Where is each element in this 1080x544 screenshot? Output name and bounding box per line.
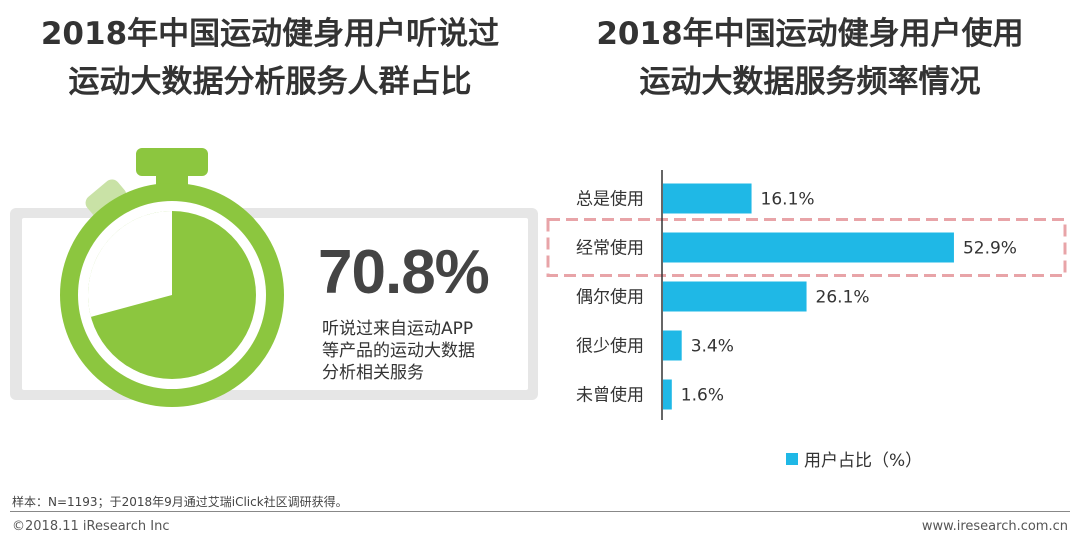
right-title-line-1: 2018年中国运动健身用户使用	[596, 16, 1024, 52]
left-chart-title: 2018年中国运动健身用户听说过 运动大数据分析服务人群占比	[20, 10, 520, 106]
bar	[663, 281, 807, 312]
description-line-1: 听说过来自运动APP	[322, 319, 474, 339]
description-line-2: 等产品的运动大数据	[322, 341, 475, 361]
right-title-line-2: 运动大数据服务频率情况	[639, 64, 981, 100]
category-label: 总是使用	[576, 189, 644, 210]
value-label: 16.1%	[761, 190, 815, 210]
bar	[663, 379, 672, 410]
footer-divider	[10, 511, 1070, 512]
website-link[interactable]: www.iresearch.com.cn	[921, 519, 1068, 534]
bar	[663, 232, 954, 263]
value-label: 52.9%	[963, 239, 1017, 259]
left-title-line-2: 运动大数据分析服务人群占比	[68, 64, 472, 100]
category-label: 偶尔使用	[576, 287, 644, 308]
highlight-dashed-box	[546, 218, 1067, 277]
category-label: 很少使用	[576, 336, 644, 357]
stopwatch-icon	[60, 148, 284, 407]
bar	[663, 183, 752, 214]
category-label: 未曾使用	[576, 385, 644, 406]
source-note: 样本：N=1193；于2018年9月通过艾瑞iClick社区调研获得。	[12, 495, 348, 509]
stopwatch-side-button	[85, 179, 127, 219]
bar	[663, 330, 682, 361]
bars-group: 总是使用 16.1% 经常使用 52.9% 偶尔使用 26.1% 很少使用 3.4% 未曾使用 1…	[576, 183, 1017, 410]
legend-label: 用户占比（%）	[804, 451, 923, 471]
category-label: 经常使用	[576, 238, 644, 259]
stopwatch-remaining-sector	[88, 211, 172, 317]
percentage-description: 听说过来自运动APP 等产品的运动大数据 分析相关服务	[322, 318, 522, 384]
value-label: 1.6%	[681, 386, 724, 406]
legend-swatch	[786, 452, 798, 465]
percentage-value: 70.8%	[318, 238, 490, 307]
description-line-3: 分析相关服务	[322, 363, 424, 383]
value-label: 26.1%	[816, 288, 870, 308]
stopwatch-crown-top	[136, 148, 208, 176]
left-title-line-1: 2018年中国运动健身用户听说过	[40, 16, 500, 52]
chart-legend: 用户占比（%）	[786, 446, 922, 471]
copyright-text: ©2018.11 iResearch Inc	[12, 519, 170, 534]
frequency-bar-chart: 总是使用 16.1% 经常使用 52.9% 偶尔使用 26.1% 很少使用 3.4% 未曾使用 1…	[546, 170, 1067, 420]
value-label: 3.4%	[691, 337, 734, 357]
right-chart-title: 2018年中国运动健身用户使用 运动大数据服务频率情况	[560, 10, 1060, 106]
